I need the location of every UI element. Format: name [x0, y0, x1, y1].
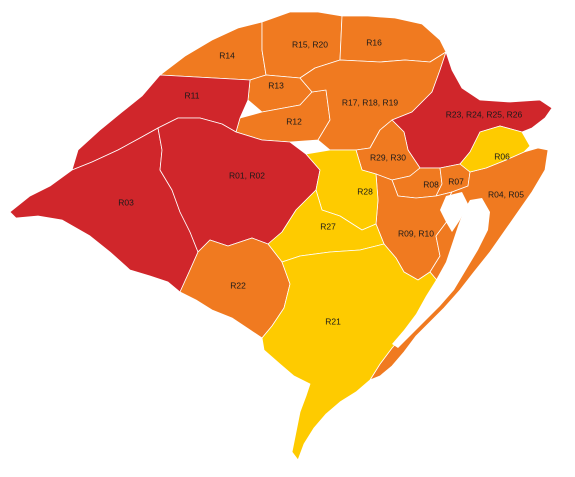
- label-r09-r10: R09, R10: [398, 228, 434, 238]
- label-r29-r30: R29, R30: [370, 152, 406, 162]
- lagoon-shape: [392, 198, 490, 348]
- label-r21: R21: [325, 316, 341, 326]
- label-r23-r26: R23, R24, R25, R26: [446, 109, 523, 119]
- label-r15-r20: R15, R20: [292, 39, 328, 49]
- label-r12: R12: [286, 116, 302, 126]
- label-r07: R07: [448, 176, 464, 186]
- label-r06: R06: [494, 151, 510, 161]
- region-r06[interactable]: [459, 125, 531, 173]
- label-r01-r02: R01, R02: [229, 170, 265, 180]
- label-r22: R22: [230, 280, 246, 290]
- label-r14: R14: [219, 50, 235, 60]
- label-r08: R08: [423, 179, 439, 189]
- region-r14[interactable]: [159, 21, 267, 81]
- label-r27: R27: [320, 221, 336, 231]
- label-r11: R11: [185, 90, 200, 100]
- region-r21[interactable]: [261, 243, 441, 461]
- lagoon-shape: [440, 192, 468, 232]
- region-r16[interactable]: [339, 15, 447, 63]
- label-r17-r18-r19: R17, R18, R19: [342, 97, 398, 107]
- label-r28: R28: [357, 186, 373, 196]
- label-r16: R16: [366, 37, 382, 47]
- label-r04-r05: R04, R05: [488, 189, 524, 199]
- label-r03: R03: [118, 197, 134, 207]
- label-r13: R13: [268, 80, 284, 90]
